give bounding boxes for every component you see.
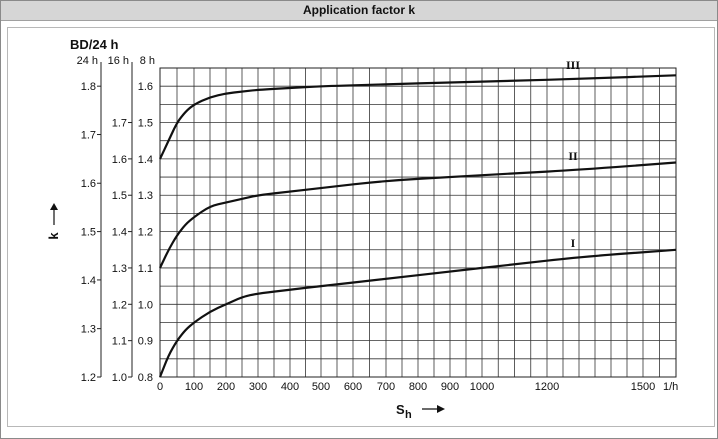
- y-tick-label: 1.8: [81, 81, 96, 93]
- y-tick-label: 1.5: [112, 190, 127, 202]
- y-tick-label: 1.7: [81, 130, 96, 142]
- y-tick-label: 1.3: [138, 190, 153, 202]
- y-axis-header: 8 h: [140, 55, 155, 67]
- y-tick-label: 1.4: [112, 227, 127, 239]
- y-tick-label: 1.4: [138, 154, 153, 166]
- y-tick-label: 1.1: [112, 336, 127, 348]
- series-label-i: I: [571, 236, 576, 250]
- series-line-ii: [159, 161, 677, 269]
- axes: 0 100 200 300 400 500 600 700 800 900 1000 1200 1500…: [77, 55, 679, 393]
- x-tick-label: 1000: [470, 381, 494, 393]
- series-label-ii: II: [568, 149, 578, 163]
- y-axis-header: 16 h: [108, 55, 129, 67]
- application-factor-chart: 0 100 200 300 400 500 600 700 800 900 1000 1200 1500…: [46, 37, 679, 421]
- operating-time-label: BD/24 h: [70, 37, 118, 52]
- x-tick-label: 300: [249, 381, 267, 393]
- y-tick-label: 1.2: [112, 299, 127, 311]
- y-tick-label: 1.5: [138, 118, 153, 130]
- series-label-iii: III: [566, 58, 580, 72]
- y-tick-label: 0.8: [138, 372, 153, 384]
- x-tick-label: 400: [281, 381, 299, 393]
- y-axis-header: 24 h: [77, 55, 98, 67]
- x-tick-label: 700: [377, 381, 395, 393]
- y-tick-label: 1.2: [138, 227, 153, 239]
- x-tick-label: 1500: [631, 381, 655, 393]
- y-tick-label: 1.1: [138, 263, 153, 275]
- x-tick-label: 200: [217, 381, 235, 393]
- y-tick-label: 1.6: [81, 178, 96, 190]
- y-tick-label: 1.6: [112, 154, 127, 166]
- series-line-iii: [159, 74, 677, 160]
- plot-frame: [159, 67, 677, 378]
- y-tick-label: 1.0: [138, 299, 153, 311]
- x-tick-label: 600: [344, 381, 362, 393]
- grid: [159, 67, 677, 378]
- chart-panel: 0 100 200 300 400 500 600 700 800 900 1000 1200 1500…: [7, 27, 715, 427]
- y-tick-label: 1.3: [81, 324, 96, 336]
- x-tick-label: 100: [185, 381, 203, 393]
- y-tick-label: 1.7: [112, 118, 127, 130]
- y-axis-label: k: [46, 232, 61, 240]
- x-tick-label: 800: [409, 381, 427, 393]
- series: [158, 74, 677, 378]
- chart-title: Application factor k: [1, 1, 717, 21]
- y-tick-label: 1.3: [112, 263, 127, 275]
- y-tick-label: 1.4: [81, 275, 96, 287]
- y-tick-label: 1.5: [81, 227, 96, 239]
- x-tick-label: 500: [312, 381, 330, 393]
- x-axis-label: S: [396, 402, 405, 417]
- x-tick-label: 0: [157, 381, 163, 393]
- y-tick-label: 1.2: [81, 372, 96, 384]
- series-line-i: [158, 248, 677, 378]
- y-tick-label: 1.6: [138, 81, 153, 93]
- x-axis-label-subscript: h: [405, 409, 412, 421]
- y-tick-label: 1.0: [112, 372, 127, 384]
- x-tick-label: 1200: [535, 381, 559, 393]
- x-axis-arrowhead: [437, 405, 445, 413]
- x-tick-label: 900: [441, 381, 459, 393]
- x-unit-label: 1/h: [663, 381, 678, 393]
- y-tick-label: 0.9: [138, 336, 153, 348]
- y-axis-arrowhead: [50, 203, 58, 210]
